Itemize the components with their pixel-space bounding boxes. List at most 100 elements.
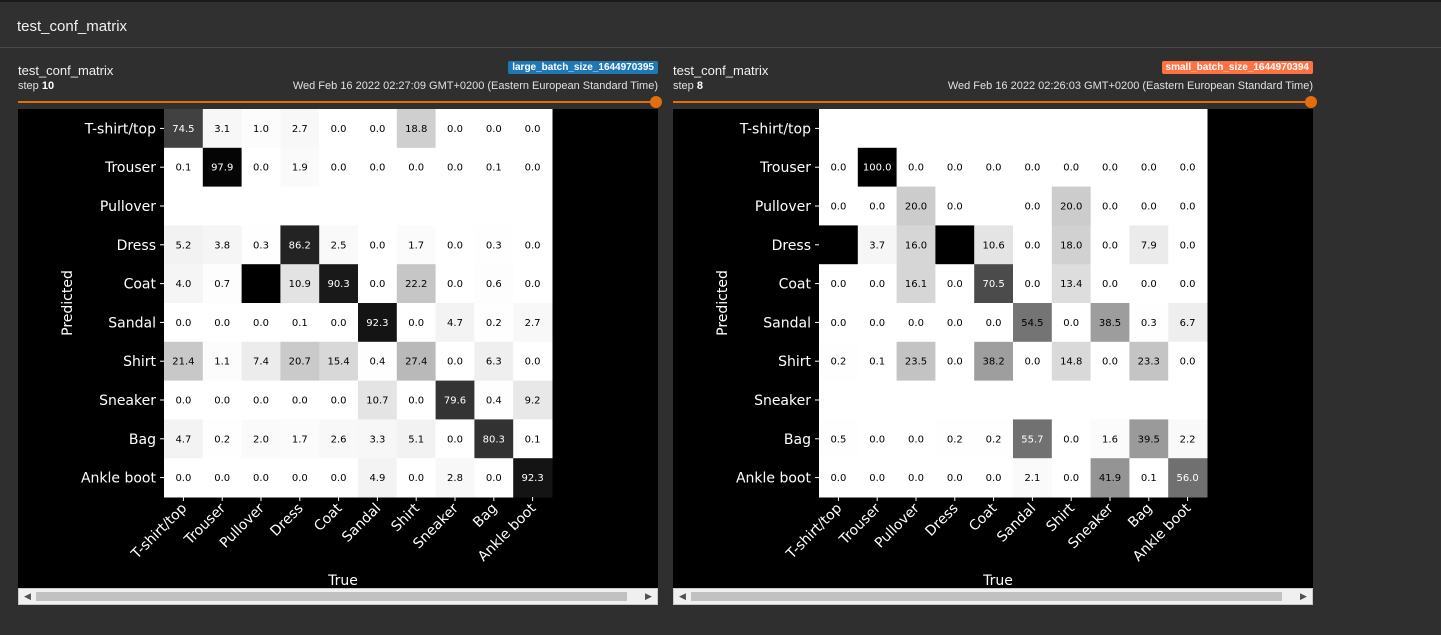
cell-value-label: 20.7: [289, 357, 311, 368]
matrix-cell: [819, 303, 859, 343]
matrix-cell: [1168, 419, 1208, 459]
cell-value-label: 0.0: [1102, 240, 1118, 251]
cell-value-label: 1.1: [214, 357, 230, 368]
cell-value-label: 0.0: [1102, 357, 1118, 368]
matrix-cell: [202, 264, 243, 304]
y-tick-label: Trouser: [759, 160, 811, 176]
cell-value-label: 0.1: [869, 357, 885, 368]
matrix-cell: [1168, 109, 1208, 149]
matrix-cell: [202, 109, 243, 149]
x-tick-label: Bag: [470, 501, 500, 531]
cell-value-label: 0.0: [292, 473, 308, 484]
matrix-cell: [1090, 458, 1130, 498]
cell-value-label: 100.0: [863, 163, 892, 174]
matrix-cell: [1129, 303, 1169, 343]
matrix-cell: [1051, 303, 1092, 343]
matrix-cell: [358, 109, 398, 149]
x-tick-label: T-shirt/top: [783, 500, 846, 563]
horizontal-scrollbar[interactable]: ◀ ▶: [18, 588, 658, 605]
cell-value-label: 0.0: [253, 396, 269, 407]
x-tick-label: Shirt: [1043, 500, 1078, 535]
horizontal-scrollbar[interactable]: ◀ ▶: [673, 588, 1313, 605]
matrix-cell: [358, 186, 398, 226]
step-slider-track[interactable]: [18, 101, 656, 103]
matrix-cell: [857, 419, 898, 459]
matrix-cell: [474, 419, 514, 459]
cell-value-label: 23.3: [1138, 357, 1160, 368]
matrix-cell: [435, 147, 475, 188]
matrix-cell: [857, 109, 898, 149]
cell-value-label: 4.7: [447, 318, 463, 329]
y-tick-label: Trouser: [104, 160, 156, 176]
y-tick-label: Ankle boot: [736, 471, 812, 487]
cell-value-label: 0.3: [486, 240, 502, 251]
cell-value-label: 0.0: [830, 279, 846, 290]
matrix-cell: [1013, 341, 1053, 382]
matrix-cell: [935, 109, 975, 149]
step-slider-thumb[interactable]: [1305, 96, 1317, 108]
matrix-cell: [1168, 303, 1208, 343]
matrix-cell: [280, 380, 320, 420]
cell-value-label: 0.0: [1102, 279, 1118, 290]
y-tick-label: Bag: [129, 432, 156, 448]
matrix-cell: [396, 380, 437, 420]
cell-value-label: 0.0: [908, 318, 924, 329]
cell-value-label: 70.5: [982, 279, 1004, 290]
matrix-cell: [358, 341, 398, 382]
x-tick-label: Coat: [311, 500, 346, 535]
cell-value-label: 0.0: [1024, 357, 1040, 368]
matrix-cell: [857, 380, 898, 420]
matrix-cell: [358, 419, 398, 459]
cell-value-label: 0.0: [1141, 202, 1157, 213]
cell-value-label: 0.0: [869, 279, 885, 290]
matrix-cell: [435, 419, 475, 459]
cell-value-label: 0.0: [869, 202, 885, 213]
scroll-left-icon[interactable]: ◀: [24, 591, 31, 601]
matrix-cell: [280, 341, 320, 382]
matrix-cell: [280, 147, 320, 188]
matrix-cell: [164, 109, 204, 149]
scroll-left-icon[interactable]: ◀: [679, 591, 686, 601]
cell-value-label: 0.0: [408, 318, 424, 329]
matrix-cell: [896, 225, 936, 265]
matrix-cell: [513, 303, 553, 343]
matrix-cell: [164, 341, 204, 382]
cell-value-label: 0.0: [1180, 163, 1196, 174]
matrix-cell: [396, 458, 437, 498]
cell-value-label: 0.0: [1102, 202, 1118, 213]
y-axis-label: Predicted: [60, 270, 76, 336]
cell-value-label: 0.2: [947, 434, 963, 445]
matrix-cell: [513, 419, 553, 459]
matrix-cell: [1051, 186, 1092, 226]
cell-value-label: 0.0: [869, 473, 885, 484]
matrix-cell: [513, 380, 553, 420]
y-tick-label: Pullover: [755, 199, 811, 215]
y-tick-label: Coat: [124, 277, 157, 293]
matrix-cell: [857, 264, 898, 304]
cell-value-label: 0.7: [214, 279, 230, 290]
scroll-right-icon[interactable]: ▶: [1300, 591, 1307, 601]
matrix-cell: [935, 419, 975, 459]
y-tick-label: Dress: [117, 238, 156, 254]
matrix-cell: [1168, 458, 1208, 498]
scroll-right-icon[interactable]: ▶: [645, 591, 652, 601]
timestamp: Wed Feb 16 2022 02:27:09 GMT+0200 (Easte…: [292, 80, 658, 92]
confusion-matrix-chart: 0.0 100.0 0.0 0.0 0.0 0.0 0.0 0.0 0.0 0.0 0.0 0.0 20…: [715, 109, 1208, 588]
step-slider-track[interactable]: [673, 101, 1311, 103]
matrix-cell: [974, 186, 1014, 226]
scroll-thumb[interactable]: [691, 592, 1282, 601]
matrix-cell: [1090, 225, 1130, 265]
step-slider-thumb[interactable]: [650, 96, 662, 108]
matrix-cell: [1168, 186, 1208, 226]
cell-value-label: 18.8: [405, 124, 427, 135]
matrix-cell: [1168, 341, 1208, 382]
matrix-cell: [474, 109, 514, 149]
scroll-thumb[interactable]: [36, 592, 627, 601]
matrix-cell: [241, 186, 281, 226]
matrix-cell: [857, 147, 898, 188]
matrix-cell: [241, 458, 281, 498]
matrix-cell: [1129, 341, 1169, 382]
matrix-cell: [241, 147, 281, 188]
matrix-cell: [935, 186, 975, 226]
y-tick-label: Shirt: [123, 354, 156, 370]
